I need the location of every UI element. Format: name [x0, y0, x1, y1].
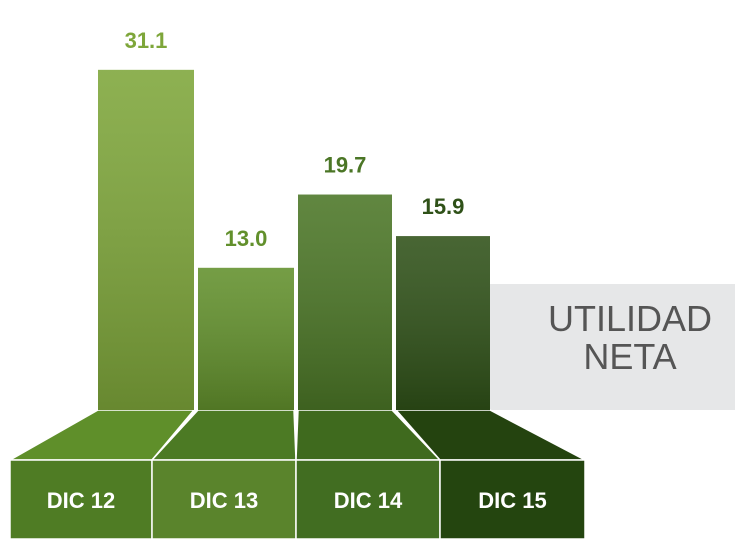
base-strip: [295, 459, 441, 539]
value-label: 15.9: [422, 194, 465, 219]
value-label: 31.1: [125, 28, 168, 53]
value-label: 13.0: [225, 226, 268, 251]
value-label: 19.7: [324, 153, 367, 178]
bar-shade: [396, 236, 490, 410]
bar-shade: [98, 69, 194, 410]
title-panel: [490, 284, 735, 410]
base-strip: [9, 459, 153, 539]
base-strip: [151, 459, 297, 539]
x-tick-label: DIC 15: [478, 488, 546, 513]
bar-shade: [298, 194, 392, 410]
chart-title: UTILIDAD NETA: [547, 298, 713, 377]
base-strip: [439, 459, 586, 539]
bar-shade: [198, 267, 294, 410]
x-tick-label: DIC 14: [334, 488, 403, 513]
x-tick-label: DIC 13: [190, 488, 258, 513]
x-tick-label: DIC 12: [47, 488, 115, 513]
